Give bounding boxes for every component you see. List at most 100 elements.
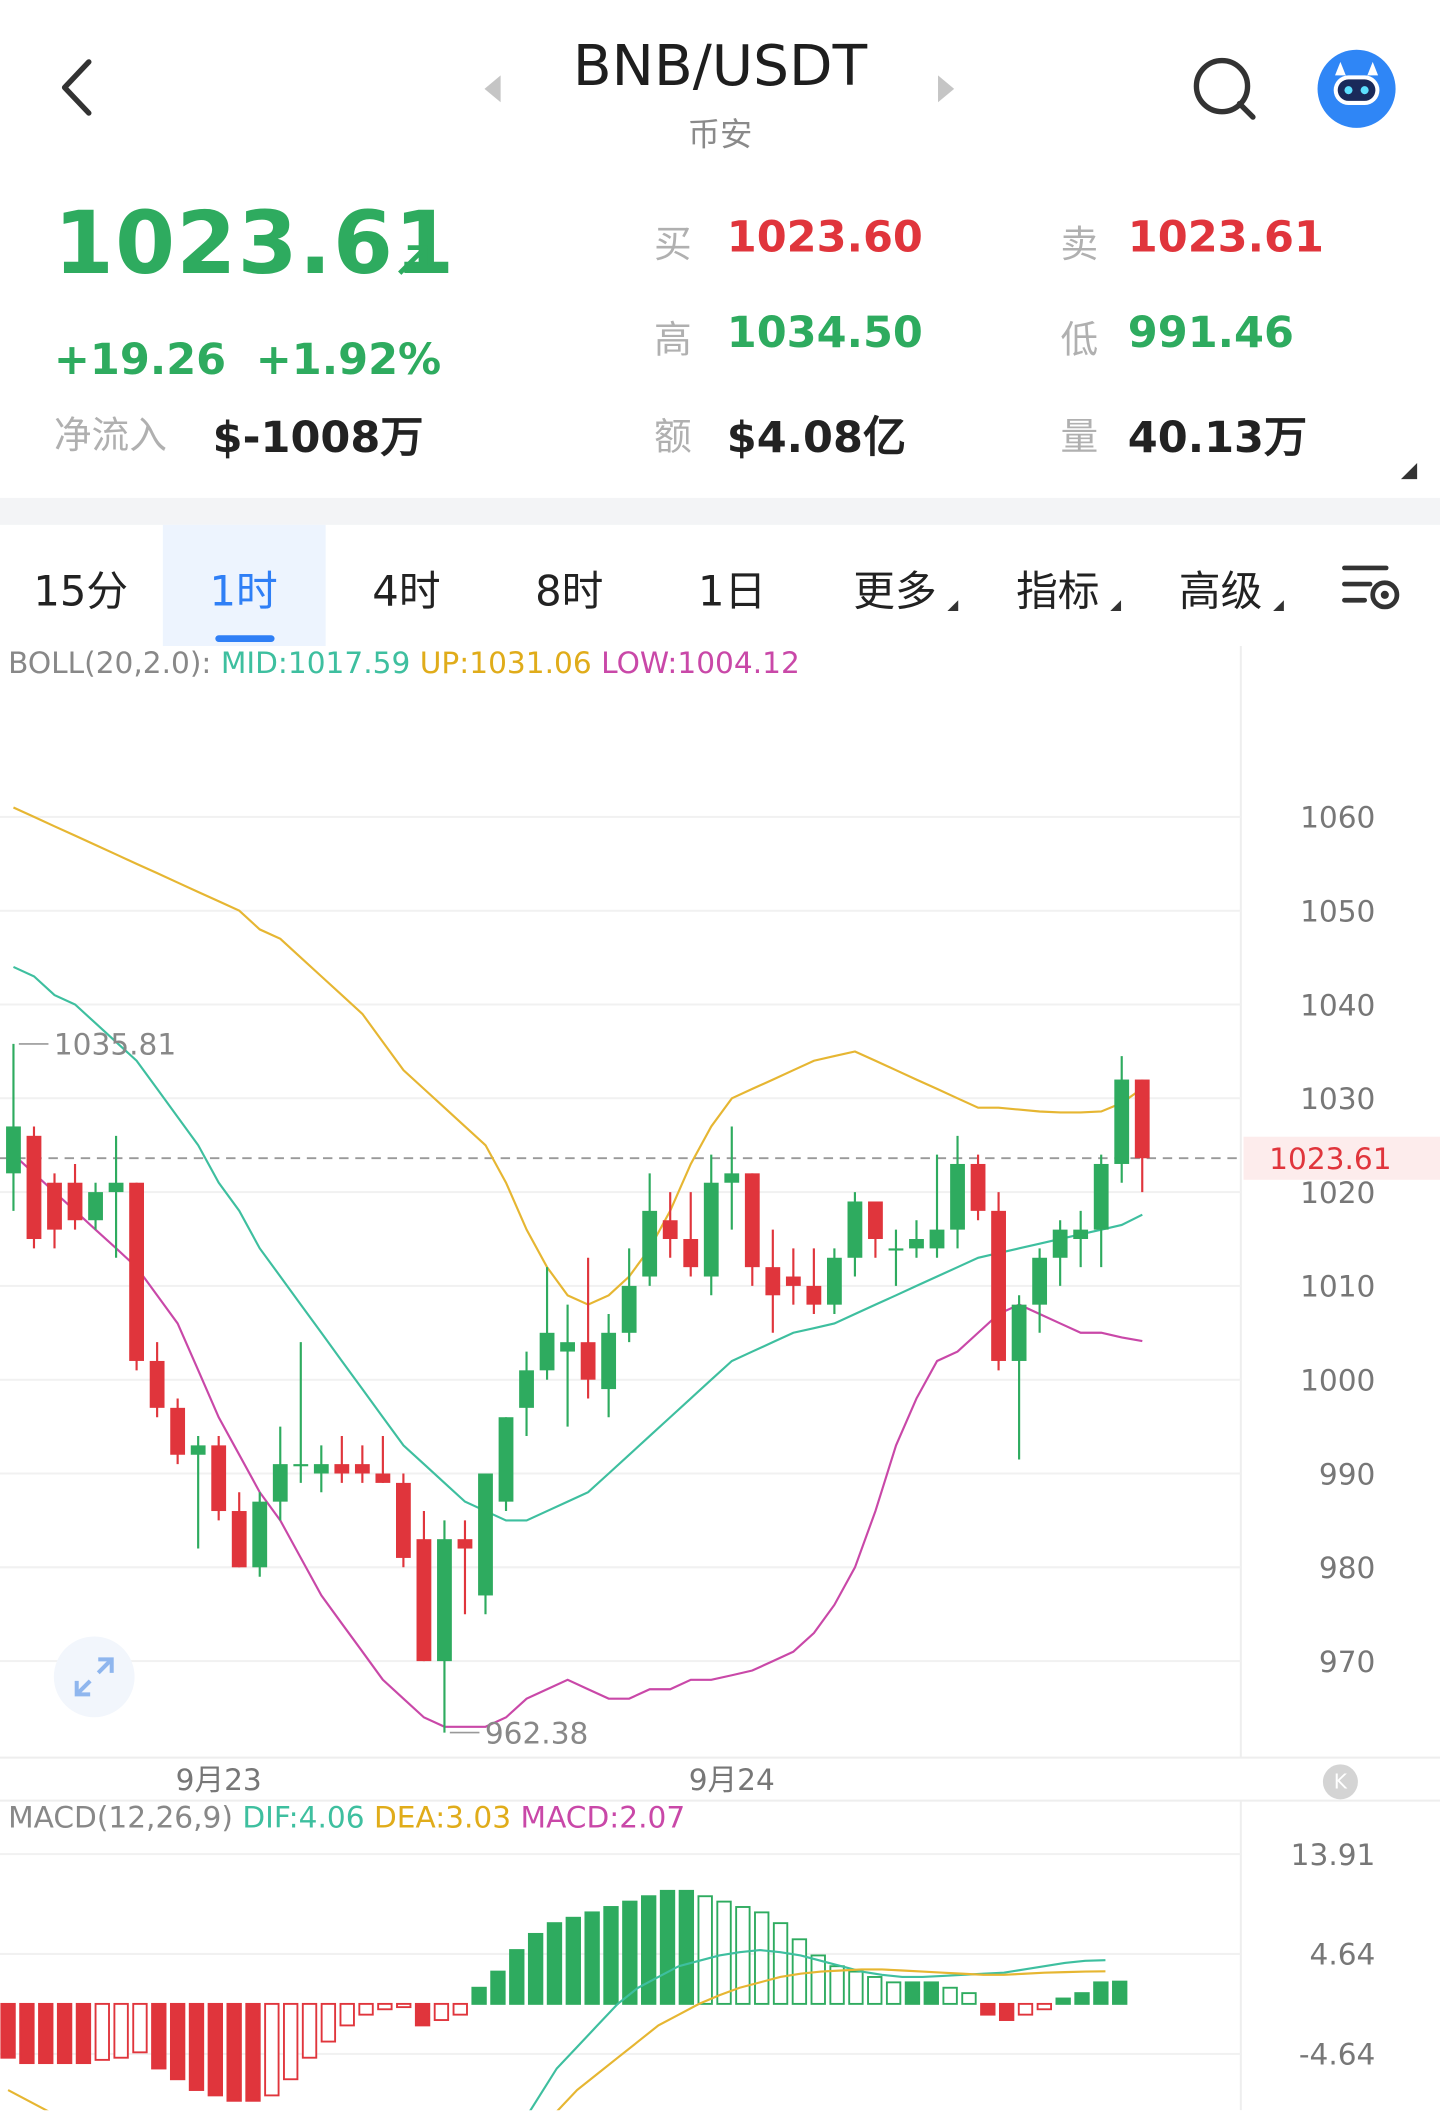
candle-body [498,1417,514,1502]
macd-bar [735,1906,751,2005]
boll-legend-low: LOW:1004.12 [601,647,800,681]
tab-more[interactable]: 更多 [853,567,937,617]
price-axis-tick: 1050 [1300,894,1375,928]
volume-value: 40.13万 [1127,411,1308,463]
candle-body [129,1182,144,1361]
macd-bar [697,1895,713,2005]
expand-details-button[interactable] [1400,460,1419,486]
macd-bar [245,2002,261,2102]
macd-bar [659,1889,676,2005]
macd-bar [151,2002,167,2070]
tab-advanced[interactable]: 高级 [1178,567,1263,617]
assistant-avatar[interactable] [1316,48,1397,129]
candle-body [991,1210,1006,1361]
macd-bar [546,1922,563,2005]
last-price-tag: 1023.61 [1269,1142,1391,1176]
candle-body [313,1464,329,1474]
candle-body [395,1482,411,1558]
macd-bar [678,1889,695,2005]
tab-1h[interactable]: 1时 [209,567,278,617]
bid-price: 1023.60 [726,211,923,263]
candle-body [252,1501,268,1568]
candle-body [909,1239,924,1249]
macd-bar [169,2002,186,2081]
boll-legend: BOLL(20,2.0): MID:1017.59 UP:1031.06 LOW… [8,647,800,681]
candle-body [6,1126,21,1174]
candle-body [539,1332,555,1371]
candle-body [580,1342,596,1380]
macd-bar [490,1970,506,2005]
boll-mid-line [13,965,1143,1522]
price-axis-tick: 1030 [1300,1082,1375,1116]
macd-bar [754,1911,770,2005]
candle-body [108,1182,124,1193]
macd-bar [998,2002,1015,2021]
net-inflow-value: $-1008万 [212,411,424,463]
chart-settings-button[interactable] [1340,560,1402,619]
candle-body [170,1407,186,1455]
prev-pair-button[interactable] [480,73,504,111]
candle-body [26,1135,42,1240]
candle-body [683,1239,699,1268]
candle-body [416,1539,432,1662]
chart-area[interactable]: 1060 1050 1040 1030 1020 1010 1000 990 980 970 102… [0,645,1440,2116]
selected-tab-bg [162,524,326,646]
price-change: +19.26 [53,333,227,385]
low-label: 低 [1060,317,1099,363]
amount-label: 额 [654,414,692,459]
macd-bar [283,2002,299,2081]
high-price: 1034.50 [726,306,923,358]
candle-body [929,1229,945,1249]
macd-bar [320,2002,337,2043]
kline-badge-button[interactable]: K [1322,1764,1358,1800]
macd-bar [0,2002,16,2059]
candle-body [519,1370,534,1408]
low-price: 991.46 [1127,306,1294,358]
candle-body [642,1210,658,1277]
macd-legend-name: MACD(12,26,9) [8,1802,233,1836]
bid-label: 买 [654,222,692,267]
last-price-tag-bg [1243,1136,1440,1180]
candle-body [1134,1079,1150,1159]
macd-bar [433,2002,450,2021]
back-button[interactable] [54,54,108,121]
tab-advanced-caret-icon [1272,592,1285,618]
tab-indicators-caret-icon [1109,592,1122,618]
price-axis-tick: 1060 [1300,801,1375,835]
macd-dif-line [525,1948,1106,2116]
macd-bar [942,1986,958,2005]
candle-body [1011,1304,1027,1361]
search-button[interactable] [1190,54,1260,124]
next-pair-button[interactable] [934,73,958,111]
candle-body [601,1332,617,1390]
candle-body [621,1285,637,1333]
price-axis-tick: 1040 [1300,988,1375,1022]
candle-body [478,1473,493,1596]
tab-8h[interactable]: 8时 [535,567,604,617]
tab-15m[interactable]: 15分 [33,567,129,617]
candle-body [826,1257,842,1305]
candlestick-chart[interactable]: 1060 1050 1040 1030 1020 1010 1000 990 980 970 102… [0,645,1440,2116]
fullscreen-button[interactable] [53,1636,135,1718]
macd-bar [904,1981,921,2005]
macd-bar [603,1906,619,2005]
macd-bar [301,2002,318,2059]
candle-body [950,1163,965,1230]
candle-body [354,1464,370,1474]
tab-indicators[interactable]: 指标 [1016,567,1100,617]
macd-bar [848,1970,864,2005]
tab-1d[interactable]: 1日 [697,567,767,617]
macd-bar [716,1900,732,2005]
macd-bar [264,2002,280,2097]
macd-bar [527,1932,544,2005]
candle-body [88,1192,103,1221]
boll-legend-up: UP:1031.06 [419,647,592,681]
pair-title: BNB/USDT [572,32,868,99]
macd-bar [1055,1997,1071,2005]
macd-bar [113,2002,129,2059]
macd-bar [132,2002,148,2054]
candle-body [272,1464,288,1502]
candle-body [1114,1079,1130,1164]
tab-4h[interactable]: 4时 [372,567,441,617]
macd-bar [75,2002,92,2065]
